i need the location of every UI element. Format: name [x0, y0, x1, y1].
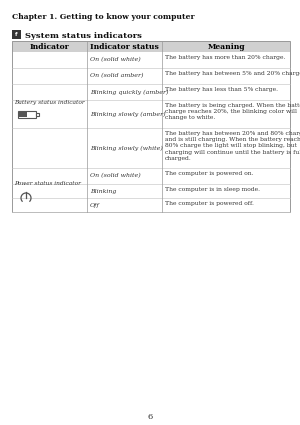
Text: Blinking slowly (white): Blinking slowly (white): [90, 145, 163, 150]
Bar: [12, 52, 290, 68]
Text: Chapter 1. Getting to know your computer: Chapter 1. Getting to know your computer: [12, 13, 195, 21]
Text: On (solid white): On (solid white): [90, 173, 141, 178]
Text: The battery has between 20% and 80% charge
and is still charging. When the batte: The battery has between 20% and 80% char…: [165, 130, 300, 161]
Bar: [12, 100, 290, 128]
Text: Blinking quickly (amber): Blinking quickly (amber): [90, 89, 169, 95]
Text: The computer is in sleep mode.: The computer is in sleep mode.: [165, 187, 260, 192]
Text: The battery is being charged. When the battery
charge reaches 20%, the blinking : The battery is being charged. When the b…: [165, 102, 300, 120]
Bar: [12, 168, 290, 184]
Text: Meaning: Meaning: [207, 42, 245, 51]
Bar: [12, 128, 290, 168]
Bar: [19, 112, 27, 117]
Bar: [12, 184, 290, 198]
Text: 6: 6: [147, 413, 153, 421]
Text: f: f: [15, 32, 18, 37]
Text: Power status indicator: Power status indicator: [14, 181, 81, 185]
Text: Blinking slowly (amber): Blinking slowly (amber): [90, 111, 166, 116]
Text: The battery has between 5% and 20% charge.: The battery has between 5% and 20% charg…: [165, 71, 300, 76]
Text: On (solid amber): On (solid amber): [90, 74, 144, 79]
Text: System status indicators: System status indicators: [25, 32, 142, 40]
Text: Battery status indicator: Battery status indicator: [14, 99, 85, 105]
Bar: [12, 198, 290, 212]
Text: The battery has less than 5% charge.: The battery has less than 5% charge.: [165, 87, 278, 91]
Bar: [18, 111, 36, 118]
Text: Blinking: Blinking: [90, 189, 116, 193]
Bar: [12, 41, 290, 52]
Text: Off: Off: [90, 202, 100, 207]
Text: The battery has more than 20% charge.: The battery has more than 20% charge.: [165, 54, 286, 60]
Text: On (solid white): On (solid white): [90, 57, 141, 62]
Text: The computer is powered off.: The computer is powered off.: [165, 201, 254, 206]
Bar: [12, 41, 290, 212]
Text: The computer is powered on.: The computer is powered on.: [165, 170, 253, 176]
Bar: [12, 30, 21, 39]
Bar: [12, 84, 290, 100]
Text: Indicator status: Indicator status: [90, 42, 159, 51]
Bar: [36, 113, 39, 116]
Bar: [12, 68, 290, 84]
Text: Indicator: Indicator: [30, 42, 69, 51]
